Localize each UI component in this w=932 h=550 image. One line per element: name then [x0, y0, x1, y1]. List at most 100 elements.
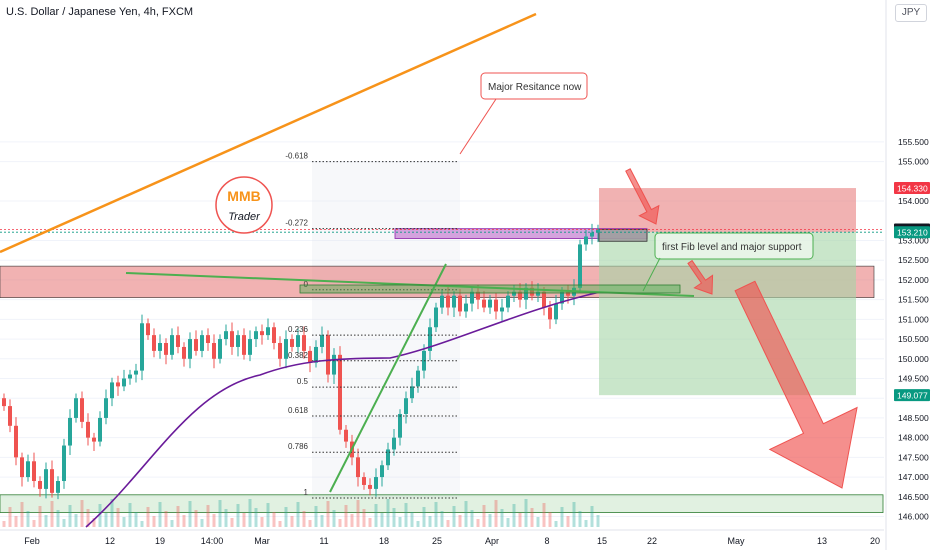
- volume-bar: [8, 507, 12, 527]
- volume-bar: [458, 515, 462, 527]
- volume-bar: [428, 516, 432, 527]
- volume-bar: [170, 520, 174, 527]
- candle: [92, 437, 96, 442]
- x-tick-label: Apr: [485, 536, 499, 546]
- volume-bar: [524, 499, 528, 527]
- x-tick-label: 8: [544, 536, 549, 546]
- volume-bar: [416, 521, 420, 527]
- price-label-text: 149.077: [897, 391, 928, 401]
- volume-bar: [218, 500, 222, 527]
- volume-bar: [278, 521, 282, 527]
- candle: [266, 327, 270, 336]
- volume-bar: [152, 516, 156, 527]
- y-tick-label: 151.000: [898, 314, 929, 324]
- volume-bar: [128, 503, 132, 527]
- volume-bar: [380, 513, 384, 527]
- volume-bar: [86, 509, 90, 527]
- volume-bar: [308, 520, 312, 527]
- y-tick-label: 154.000: [898, 196, 929, 206]
- y-tick-label: 148.000: [898, 433, 929, 443]
- volume-bar: [194, 510, 198, 527]
- candle: [74, 398, 78, 418]
- candle: [380, 465, 384, 478]
- volume-bar: [302, 511, 306, 527]
- price-label-text: 154.330: [897, 184, 928, 194]
- x-tick-label: 25: [432, 536, 442, 546]
- candle: [332, 354, 336, 375]
- x-tick-label: 19: [155, 536, 165, 546]
- candle: [500, 307, 504, 312]
- volume-bar: [122, 517, 126, 527]
- x-tick-label: 20: [870, 536, 880, 546]
- bottom-support-zone: [0, 494, 884, 513]
- candle: [506, 295, 510, 308]
- volume-bar: [590, 506, 594, 527]
- volume-bar: [140, 521, 144, 527]
- x-tick-label: 14:00: [201, 536, 224, 546]
- candle: [410, 386, 414, 399]
- volume-bar: [578, 511, 582, 527]
- candle: [8, 406, 12, 426]
- candle: [590, 232, 594, 237]
- volume-bar: [548, 512, 552, 527]
- volume-bar: [494, 500, 498, 527]
- x-tick-label: Mar: [254, 536, 270, 546]
- callout-box: [480, 72, 588, 100]
- candle: [170, 335, 174, 355]
- volume-bar: [464, 501, 468, 527]
- candle: [338, 354, 342, 430]
- candle: [548, 307, 552, 320]
- volume-bar: [272, 512, 276, 527]
- candle: [482, 299, 486, 308]
- candle: [50, 469, 54, 493]
- volume-bar: [410, 512, 414, 527]
- candle: [488, 299, 492, 308]
- currency-badge[interactable]: JPY: [895, 4, 927, 22]
- candle: [296, 335, 300, 347]
- fib-level-label: 0.5: [297, 377, 309, 386]
- volume-bar: [488, 514, 492, 527]
- y-tick-label: 147.000: [898, 472, 929, 482]
- candle: [554, 303, 558, 320]
- y-tick-label: 146.000: [898, 512, 929, 522]
- candle: [578, 244, 582, 288]
- volume-bar: [38, 506, 42, 527]
- candle: [230, 331, 234, 347]
- volume-bar: [248, 499, 252, 527]
- price-label-text: 153.210: [897, 228, 928, 238]
- candle: [14, 425, 18, 458]
- logo-badge: [215, 176, 273, 234]
- callout-major-resistance: Major Resitance now: [488, 82, 582, 93]
- candle: [212, 343, 216, 359]
- volume-bar: [212, 514, 216, 527]
- volume-bar: [80, 500, 84, 527]
- volume-bar: [470, 510, 474, 527]
- support-channel: [299, 284, 681, 294]
- volume-bar: [230, 518, 234, 527]
- volume-bar: [116, 508, 120, 527]
- candle: [278, 343, 282, 359]
- volume-bar: [422, 507, 426, 527]
- orange-trendline: [0, 12, 537, 254]
- logo-text-bottom: Trader: [228, 211, 261, 223]
- volume-bar: [350, 514, 354, 527]
- volume-bar: [332, 510, 336, 527]
- volume-bar: [500, 509, 504, 527]
- candle: [260, 331, 264, 336]
- volume-bar: [374, 504, 378, 527]
- chart-title: U.S. Dollar / Japanese Yen, 4h, FXCM: [6, 6, 194, 18]
- price-label-tag: [894, 389, 930, 402]
- candle: [32, 461, 36, 482]
- volume-bar: [44, 515, 48, 527]
- y-tick-label: 152.000: [898, 275, 929, 285]
- volume-bar: [566, 516, 570, 527]
- candle: [116, 382, 120, 387]
- candle: [362, 477, 366, 485]
- y-tick-label: 153.000: [898, 235, 929, 245]
- x-tick-label: May: [727, 536, 745, 546]
- candle: [86, 421, 90, 438]
- candle: [20, 457, 24, 478]
- candle: [530, 287, 534, 296]
- candle: [146, 323, 150, 336]
